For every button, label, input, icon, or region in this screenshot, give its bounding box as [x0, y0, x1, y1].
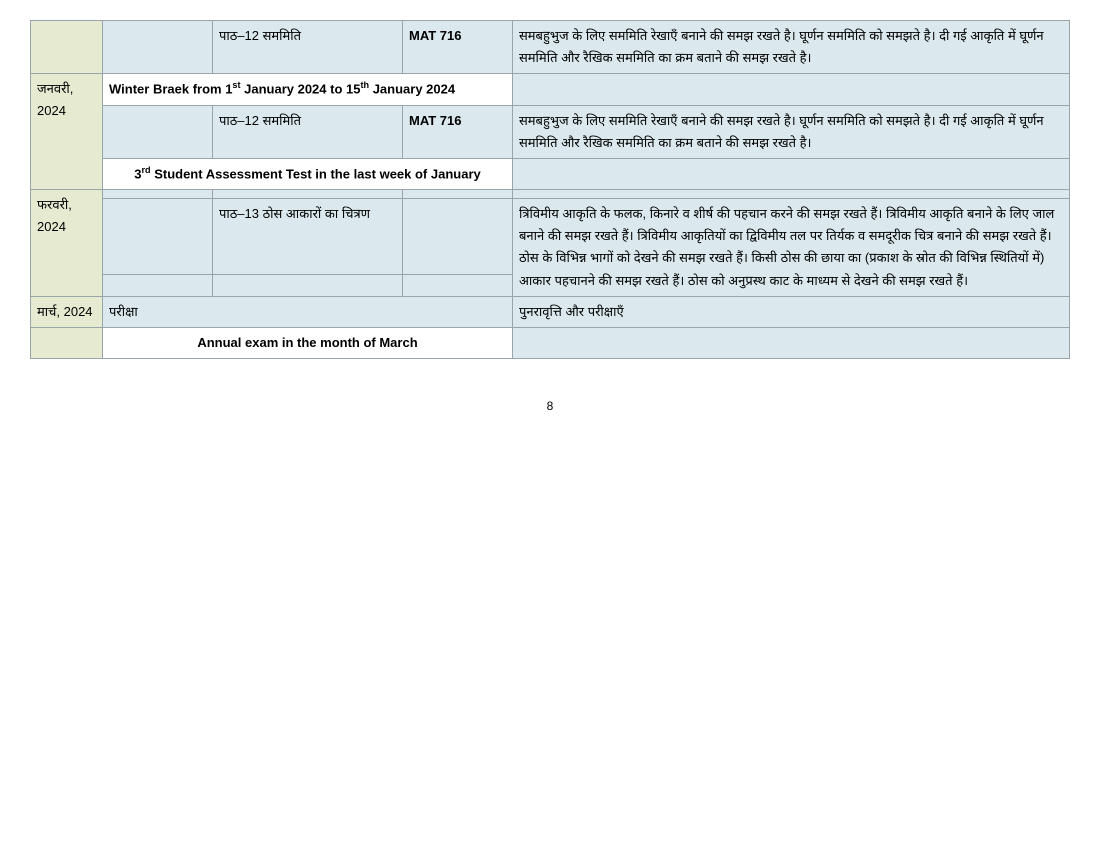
syllabus-table: पाठ–12 सममिति MAT 716 समबहुभुज के लिए सम…: [30, 20, 1070, 359]
ordinal: rd: [141, 165, 150, 175]
desc-cell: समबहुभुज के लिए सममिति रेखाएँ बनाने की स…: [513, 105, 1070, 158]
table-row: Annual exam in the month of March: [31, 327, 1070, 358]
topic-cell: पाठ–13 ठोस आकारों का चित्रण: [213, 199, 403, 275]
month-cell-january: जनवरी, 2024: [31, 74, 103, 190]
month-cell: [31, 21, 103, 74]
code-cell: MAT 716: [403, 21, 513, 74]
code-cell: [403, 199, 513, 275]
month-cell-march: मार्च, 2024: [31, 296, 103, 327]
month-cell-february: फरवरी, 2024: [31, 190, 103, 296]
desc-cell: त्रिविमीय आकृति के फलक, किनारे व शीर्ष क…: [513, 199, 1070, 296]
desc-cell: समबहुभुज के लिए सममिति रेखाएँ बनाने की स…: [513, 21, 1070, 74]
assessment-cell: 3rd Student Assessment Test in the last …: [103, 158, 513, 189]
topic-cell: पाठ–12 सममिति: [213, 21, 403, 74]
annual-exam-cell: Annual exam in the month of March: [103, 327, 513, 358]
code-cell: [403, 190, 513, 199]
topic-cell: [213, 190, 403, 199]
table-row: पाठ–12 सममिति MAT 716 समबहुभुज के लिए सम…: [31, 21, 1070, 74]
table-row: मार्च, 2024 परीक्षा पुनरावृत्ति और परीक्…: [31, 296, 1070, 327]
desc-cell: पुनरावृत्ति और परीक्षाएँ: [513, 296, 1070, 327]
sub-cell: [103, 21, 213, 74]
table-row: फरवरी, 2024: [31, 190, 1070, 199]
desc-cell: [513, 74, 1070, 105]
sub-cell: [103, 190, 213, 199]
text: Winter Braek from 1: [109, 82, 232, 97]
desc-cell: [513, 190, 1070, 199]
desc-cell: [513, 158, 1070, 189]
table-row: 3rd Student Assessment Test in the last …: [31, 158, 1070, 189]
winter-break-cell: Winter Braek from 1st January 2024 to 15…: [103, 74, 513, 105]
ordinal: st: [232, 80, 240, 90]
code-cell: MAT 716: [403, 105, 513, 158]
ordinal: th: [360, 80, 369, 90]
exam-cell: परीक्षा: [103, 296, 513, 327]
sub-cell: [103, 274, 213, 296]
table-row: जनवरी, 2024 Winter Braek from 1st Januar…: [31, 74, 1070, 105]
text: January 2024: [369, 82, 455, 97]
code-cell: [403, 274, 513, 296]
desc-cell: [513, 327, 1070, 358]
topic-cell: [213, 274, 403, 296]
text: January 2024 to 15: [241, 82, 361, 97]
topic-cell: पाठ–12 सममिति: [213, 105, 403, 158]
month-cell: [31, 327, 103, 358]
text: Student Assessment Test in the last week…: [151, 166, 481, 181]
sub-cell: [103, 105, 213, 158]
table-row: पाठ–13 ठोस आकारों का चित्रण त्रिविमीय आक…: [31, 199, 1070, 275]
table-row: पाठ–12 सममिति MAT 716 समबहुभुज के लिए सम…: [31, 105, 1070, 158]
page-number: 8: [30, 399, 1070, 413]
sub-cell: [103, 199, 213, 275]
